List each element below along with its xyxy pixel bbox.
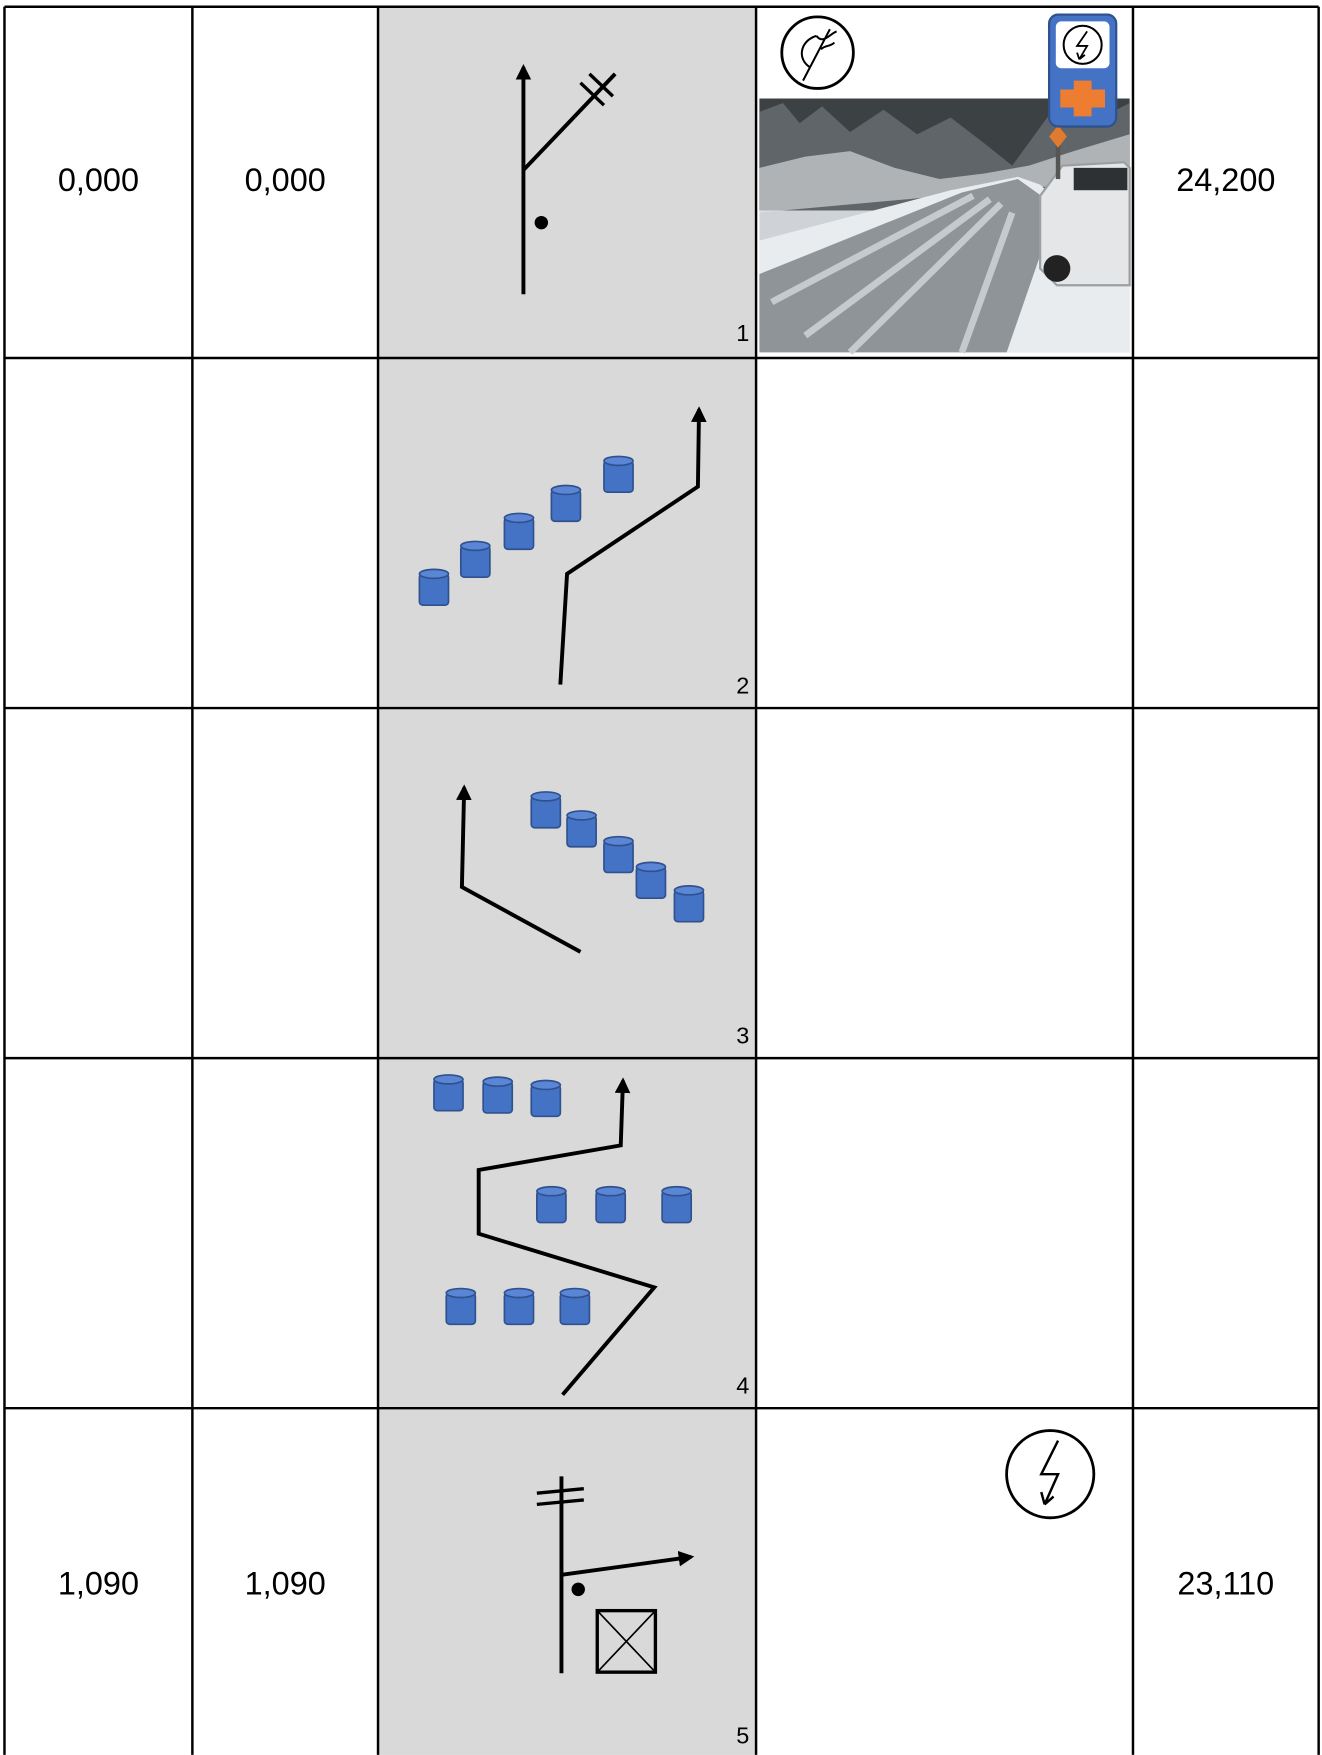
total-distance: 1,090 — [58, 1566, 139, 1602]
remaining-distance: 23,110 — [1177, 1566, 1274, 1602]
photo — [759, 98, 1131, 355]
total-distance: 0,000 — [58, 162, 139, 198]
grid — [3, 5, 1320, 1755]
tulip-diagram — [536, 1476, 695, 1674]
box-number: 2 — [736, 673, 749, 699]
tulip-diagram — [418, 406, 707, 685]
service-icon — [1047, 13, 1118, 128]
box-number: 1 — [736, 320, 749, 346]
tulip-diagram — [515, 64, 617, 295]
tulip-diagram — [456, 784, 705, 954]
remaining-distance: 24,200 — [1176, 162, 1275, 198]
flag-icon — [780, 15, 855, 90]
tulip-diagram — [433, 1074, 693, 1397]
partial-distance: 0,000 — [245, 162, 326, 198]
partial-distance: 1,090 — [245, 1566, 326, 1602]
lightning-icon — [1005, 1429, 1096, 1520]
box-number: 3 — [736, 1023, 749, 1049]
box-number: 4 — [736, 1373, 749, 1399]
box-number: 5 — [736, 1723, 749, 1749]
diagram-column — [378, 6, 757, 1755]
